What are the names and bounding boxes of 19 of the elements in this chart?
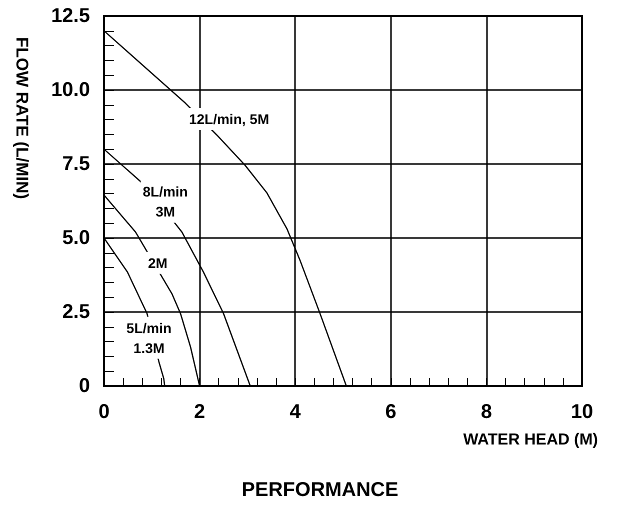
y-tick-label: 7.5 [62,153,90,175]
x-tick-label: 10 [570,401,594,423]
x-tick-label: 2 [194,401,206,423]
y-axis-title: FLOW RATE (L/MIN) [12,36,32,200]
y-tick-label: 0 [78,375,90,397]
series-label: 5L/min 1.3M [126,320,172,356]
series-label: 2M [148,254,168,271]
series-label: 12L/min, 5M [188,111,270,128]
x-tick-label: 8 [480,401,492,423]
y-tick-label: 2.5 [62,301,90,323]
y-tick-label: 12.5 [51,5,90,27]
x-tick-label: 6 [385,401,396,423]
text: PERFORMANCE [242,479,398,501]
series-label: 8L/min 3M [142,184,188,220]
y-tick-label: 10.0 [51,79,90,101]
y-tick-label: 5.0 [62,227,90,249]
x-axis-title: WATER HEAD (M) [463,432,598,448]
x-tick-label: 4 [290,401,302,423]
x-tick-label: 0 [98,401,110,423]
